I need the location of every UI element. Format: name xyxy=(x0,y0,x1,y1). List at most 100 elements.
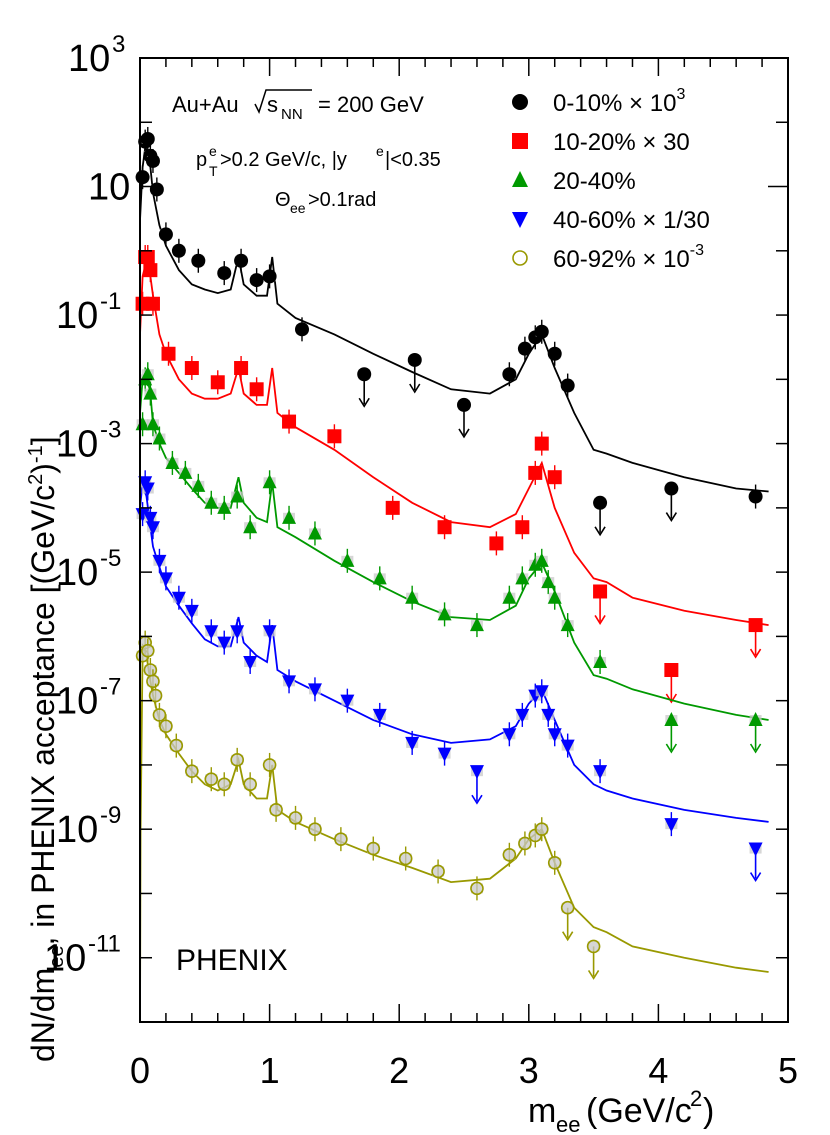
series-3-point xyxy=(437,747,452,762)
series-0-point xyxy=(158,227,173,242)
pt-cut-sup: e xyxy=(209,143,217,159)
series-4-syst-box xyxy=(263,759,276,770)
y-tick-label-base: 10 xyxy=(56,681,98,723)
series-1 xyxy=(135,245,769,704)
series-3-point xyxy=(204,625,219,640)
series-0-point xyxy=(357,367,372,382)
series-4-syst-box xyxy=(149,690,162,701)
plot-layer xyxy=(135,126,769,1023)
theta-cut-text: >0.1rad xyxy=(308,189,376,211)
series-2-upper-limit-arrow xyxy=(665,743,678,754)
series-4-syst-box xyxy=(529,830,542,841)
series-2-point xyxy=(145,416,160,431)
series-0-upper-limit-arrow xyxy=(458,428,470,439)
series-3-point xyxy=(515,708,530,723)
y-cut-text: |<0.35 xyxy=(385,149,441,171)
y-tick-label: 10 xyxy=(88,167,130,209)
series-2-point xyxy=(664,712,679,727)
y-axis-title-sup: 2 xyxy=(25,474,47,485)
series-4-point xyxy=(217,777,232,792)
y-tick-label: 10 -7 xyxy=(56,674,121,723)
svg-text:dN/dmee, in PHENIX acceptance: dN/dmee, in PHENIX acceptance [(GeV/c2)-… xyxy=(25,436,68,1062)
series-2-curve xyxy=(139,372,769,721)
series-4-point xyxy=(398,851,413,866)
y-axis-title: dN/dmee, in PHENIX acceptance [(GeV/c2)-… xyxy=(25,436,68,1062)
series-2-point xyxy=(262,474,277,489)
series-2-point xyxy=(178,464,193,479)
series-2-point xyxy=(165,454,180,469)
series-4-point xyxy=(148,688,163,703)
y-tick-label-base: 10 xyxy=(68,38,110,80)
pt-cut-sub: T xyxy=(209,163,218,179)
series-3-point xyxy=(307,683,322,698)
y-tick-label-exp: -1 xyxy=(100,288,121,315)
legend-item-2: 20-40% xyxy=(512,168,636,195)
series-2-point xyxy=(593,653,608,668)
series-4-syst-box xyxy=(153,709,166,720)
series-4-syst-box xyxy=(367,843,380,854)
x-axis-title-close: ) xyxy=(703,1092,714,1130)
legend-label-base: 10 xyxy=(643,90,676,117)
series-3-point xyxy=(748,842,763,857)
series-4-point xyxy=(169,738,184,753)
series-4-point xyxy=(243,777,257,792)
series-1-point xyxy=(593,584,608,599)
series-0-point xyxy=(407,352,422,367)
series-2-point xyxy=(560,617,575,632)
series-1-point xyxy=(489,536,504,551)
series-0-point xyxy=(593,495,608,510)
series-0-point xyxy=(517,341,532,356)
y-tick-label-base: 10 xyxy=(56,552,98,594)
series-4-syst-box xyxy=(561,902,574,913)
legend-label-exp: 3 xyxy=(676,86,685,103)
series-4-syst-box xyxy=(136,650,149,661)
series-0-curve xyxy=(139,145,769,493)
series-4-point xyxy=(140,643,155,658)
series-0-point xyxy=(149,182,164,197)
y-axis-title-exp: -1 xyxy=(25,445,47,463)
y-cut-sup: e xyxy=(376,143,384,159)
series-1-point xyxy=(385,500,400,515)
legend-item-1: 10-20% × 30 xyxy=(512,129,690,156)
series-2-upper-limit-arrow xyxy=(749,743,762,754)
series-2-point xyxy=(547,589,562,604)
series-0-point xyxy=(295,322,309,337)
y-tick-label-exp: -11 xyxy=(88,931,121,958)
series-4-point xyxy=(269,803,283,817)
series-3-point xyxy=(593,765,608,780)
series-4-syst-box xyxy=(170,740,183,751)
series-0-point xyxy=(664,481,679,496)
series-3-upper-limit-arrow xyxy=(471,794,483,805)
series-4-syst-box xyxy=(399,853,412,864)
sqrt-s-subscript: NN xyxy=(281,106,303,123)
legend-label: 60-92% × 10-3 xyxy=(553,242,704,273)
series-2-point xyxy=(204,494,219,509)
series-0-point xyxy=(145,153,160,168)
y-tick-label-base: 10 xyxy=(88,167,130,209)
series-4-point xyxy=(431,864,445,879)
series-1-point xyxy=(748,618,763,633)
series-4-syst-box xyxy=(535,824,548,835)
y-axis-title-part2: , in PHENIX acceptance [(GeV/c xyxy=(25,485,61,946)
series-4-point xyxy=(586,939,601,954)
series-4-point xyxy=(262,758,277,772)
pt-cut-p: p xyxy=(196,149,207,171)
series-4-syst-box xyxy=(159,721,172,732)
y-tick-label: 10 -9 xyxy=(56,802,121,851)
x-axis-title-main: m xyxy=(528,1092,556,1130)
series-4-syst-box xyxy=(231,754,244,765)
legend: 0-10% × 103 10-20% × 30 20-40% 40-60% × 1/3… xyxy=(512,86,710,273)
series-0 xyxy=(135,126,769,537)
series-4-point xyxy=(470,881,484,896)
series-4-point xyxy=(534,822,549,837)
series-2-point xyxy=(243,519,258,534)
series-1-point xyxy=(534,436,549,451)
series-4-upper-limit-arrow xyxy=(587,969,600,980)
series-0-point xyxy=(502,367,517,382)
legend-label-exp: -3 xyxy=(690,242,704,259)
series-4-point xyxy=(547,856,562,870)
series-2 xyxy=(135,362,769,754)
series-4-point xyxy=(334,832,348,846)
